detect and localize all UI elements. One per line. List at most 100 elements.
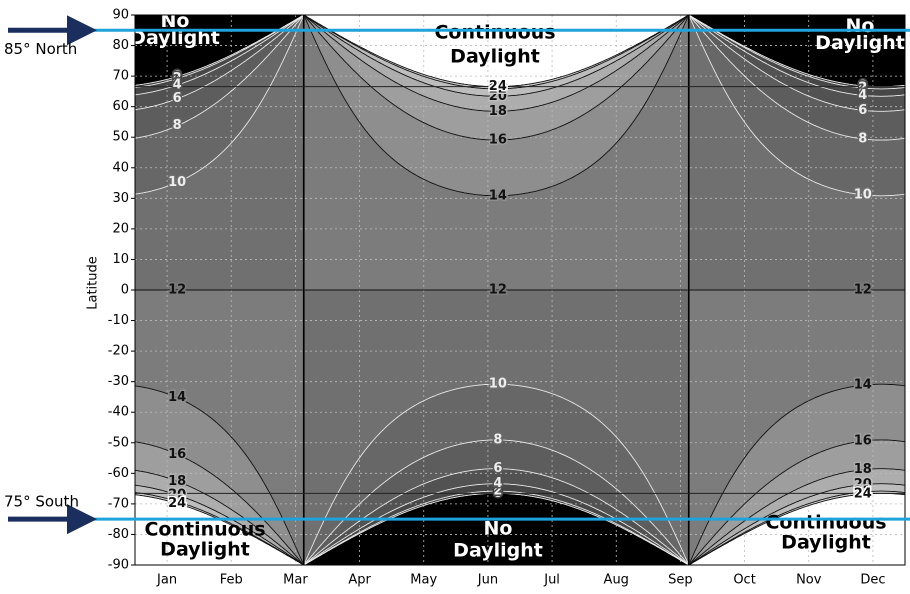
x-tick-label: Jul	[543, 573, 560, 588]
x-tick-label: Feb	[220, 573, 243, 588]
contour-line	[135, 17, 905, 563]
contour-label: 16	[489, 133, 507, 148]
y-tick-label: 40	[112, 160, 129, 175]
contour-label: 4	[858, 88, 867, 103]
contour-label: 4	[173, 78, 182, 93]
contour-label: 14	[854, 378, 872, 393]
contour-label: 12	[854, 283, 872, 298]
annotation: Continuous	[765, 512, 886, 534]
plot-frame	[134, 14, 906, 566]
contour-label: 14	[168, 390, 186, 405]
annotation: No	[484, 518, 513, 540]
contour-label: 6	[858, 103, 867, 118]
marker-label: 75° South	[4, 493, 79, 511]
contour-label: 22	[854, 484, 872, 499]
x-tick-label: Dec	[860, 573, 885, 588]
contour-label: 14	[489, 188, 507, 203]
x-tick-label: Apr	[348, 573, 371, 588]
annotation: Daylight	[160, 539, 250, 561]
contour-lines	[135, 15, 905, 565]
contour-label: 0	[493, 486, 502, 501]
y-tick-label: -50	[108, 435, 129, 450]
x-tick-label: Oct	[733, 573, 755, 588]
contour-label: 24	[168, 496, 186, 511]
contour-line	[135, 15, 905, 565]
x-tick-label: Sep	[668, 573, 693, 588]
contour-line	[135, 15, 905, 565]
contour-label: 8	[493, 432, 502, 447]
contour-label: 18	[854, 462, 872, 477]
y-tick-label: 70	[112, 69, 129, 84]
x-tick-label: Mar	[283, 573, 308, 588]
contour-label: 2	[173, 71, 182, 86]
y-tick-label: -90	[108, 558, 129, 573]
x-tick-label: Aug	[604, 573, 629, 588]
contour-label: 16	[168, 447, 186, 462]
contour-label: 8	[858, 131, 867, 146]
contour-label: 0	[173, 69, 182, 84]
axes: -90-80-70-60-50-40-30-20-100102030405060…	[108, 8, 906, 588]
y-tick-label: -60	[108, 466, 129, 481]
annotation: Daylight	[781, 532, 871, 554]
y-tick-label: 80	[112, 38, 129, 53]
contour-label: 2	[858, 81, 867, 96]
contour-label: 18	[489, 104, 507, 119]
y-tick-label: 0	[121, 283, 129, 298]
annotation: Daylight	[450, 46, 540, 68]
contour-line	[135, 15, 905, 565]
contour-line	[135, 17, 905, 563]
contour-line	[135, 15, 905, 565]
contour-line	[135, 15, 905, 565]
contour-label: 4	[493, 476, 502, 491]
contour-label: 12	[168, 283, 186, 298]
y-tick-label: 30	[112, 191, 129, 206]
markers: 85° North 75° South	[4, 15, 910, 535]
marker-label: 85° North	[4, 40, 77, 58]
contour-label: 10	[489, 377, 507, 392]
contour-label: 20	[168, 487, 186, 502]
contour-label: 24	[489, 79, 507, 94]
contour-label: 10	[854, 187, 872, 202]
contour-label: 0	[858, 78, 867, 93]
x-tick-label: Jan	[156, 573, 177, 588]
contour-label: 12	[489, 283, 507, 298]
contour-label: 20	[854, 477, 872, 492]
y-tick-label: 50	[112, 130, 129, 145]
contour-label: 16	[854, 434, 872, 449]
contour-label: 22	[489, 81, 507, 96]
contour-label: 6	[173, 91, 182, 106]
contour-label: 10	[168, 175, 186, 190]
contour-label: 8	[173, 118, 182, 133]
annotation: Daylight	[815, 32, 905, 54]
x-tick-label: May	[410, 573, 437, 588]
annotation: Continuous	[144, 519, 265, 541]
contour-label: 20	[489, 89, 507, 104]
contour-label: 6	[493, 461, 502, 476]
contour-line	[135, 15, 905, 565]
y-tick-label: 90	[112, 8, 129, 23]
y-tick-label: -40	[108, 405, 129, 420]
y-tick-label: -10	[108, 313, 129, 328]
annotation: Daylight	[453, 540, 543, 562]
contour-band	[135, 15, 905, 565]
x-tick-label: Nov	[796, 573, 822, 588]
contour-line	[135, 15, 905, 565]
contour-label: 24	[854, 487, 872, 502]
y-tick-label: -80	[108, 527, 129, 542]
annotation: Continuous	[434, 22, 555, 44]
y-tick-label: -30	[108, 374, 129, 389]
x-tick-label: Jun	[477, 573, 498, 588]
y-tick-label: -20	[108, 344, 129, 359]
annotation: Daylight	[130, 27, 220, 49]
y-axis-label: Latitude	[86, 256, 101, 310]
contour-label: 2	[493, 484, 502, 499]
contour-label: 22	[168, 494, 186, 509]
y-tick-label: 10	[112, 252, 129, 267]
contour-label: 18	[168, 474, 186, 489]
y-tick-label: -70	[108, 496, 129, 511]
y-tick-label: 60	[112, 99, 129, 114]
y-tick-label: 20	[112, 221, 129, 236]
